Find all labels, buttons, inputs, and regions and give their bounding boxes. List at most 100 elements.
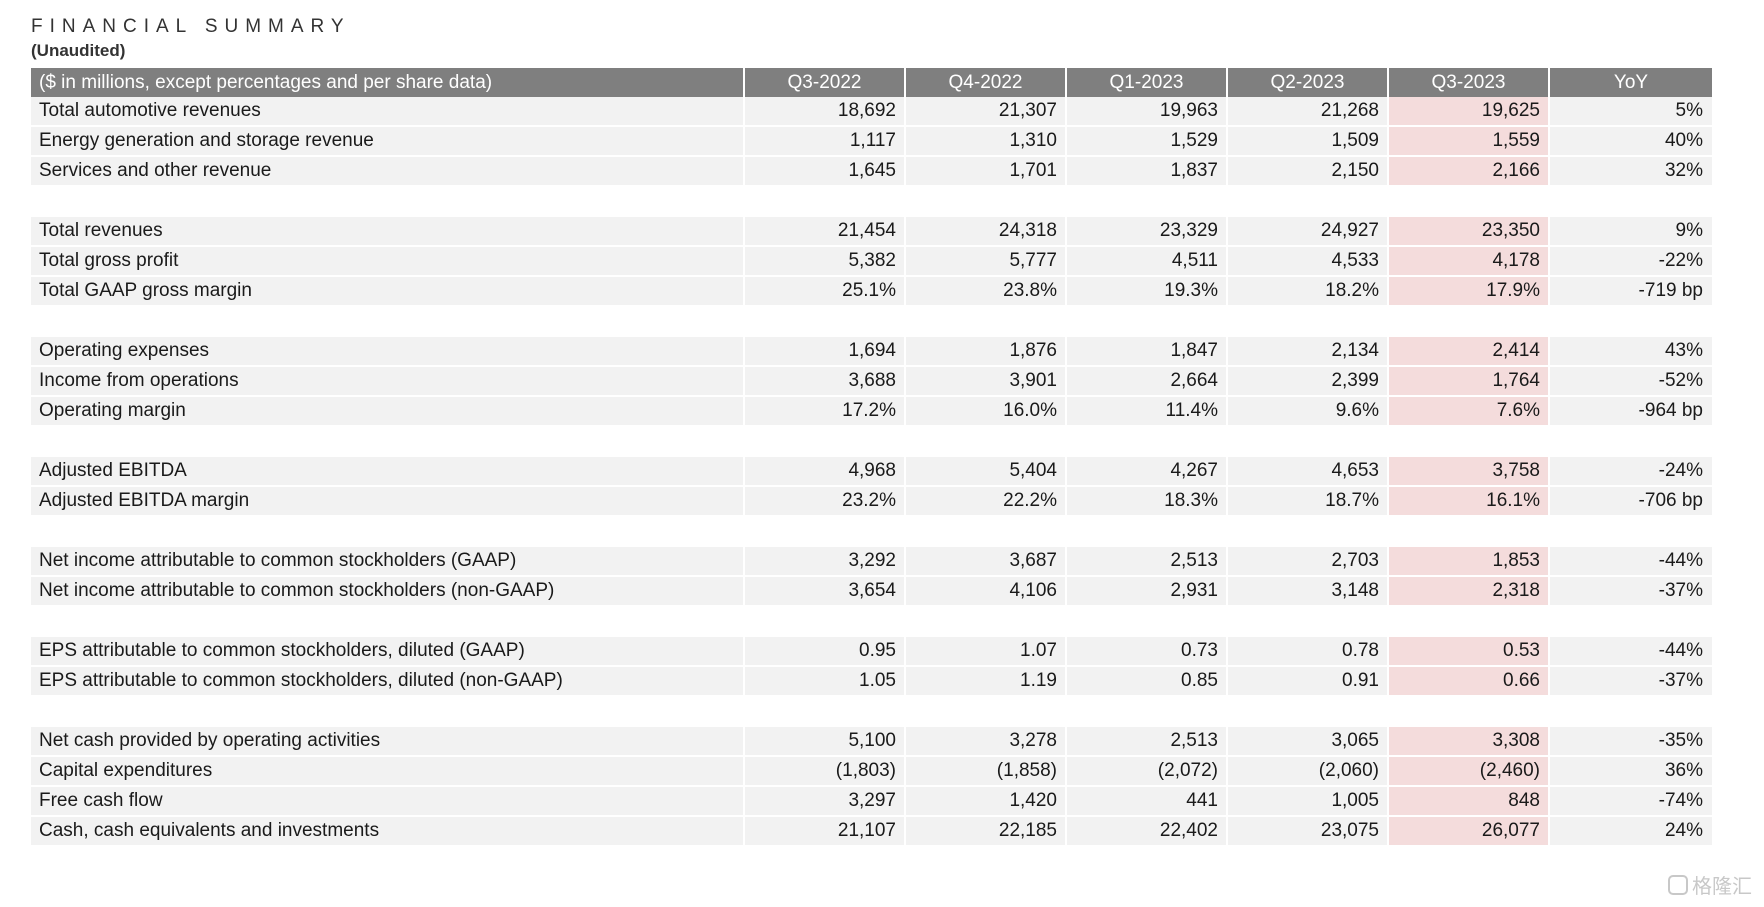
value-cell-current-quarter: 848 [1388, 786, 1550, 817]
value-cell: (1,858) [905, 756, 1067, 787]
value-cell-current-quarter: 2,414 [1388, 337, 1550, 367]
watermark: 格隆汇 [1668, 870, 1752, 899]
value-cell-current-quarter: 3,758 [1388, 457, 1550, 487]
value-cell: 1,420 [905, 786, 1067, 817]
value-cell: 21,107 [744, 816, 906, 847]
row-label: EPS attributable to common stockholders,… [31, 637, 745, 667]
value-cell: (1,803) [744, 756, 906, 787]
table-row: Total GAAP gross margin 25.1% 23.8% 19.3% 18… [31, 276, 1712, 307]
row-label: Total GAAP gross margin [31, 276, 745, 307]
column-header: Q2-2023 [1227, 68, 1389, 97]
table-row: Free cash flow 3,297 1,420 441 1,005 848 -74% [31, 786, 1712, 817]
value-cell-yoy: -719 bp [1549, 276, 1712, 307]
row-label: Cash, cash equivalents and investments [31, 816, 745, 847]
spacer-cell [31, 516, 1712, 547]
value-cell: 3,654 [744, 576, 906, 607]
value-cell: 0.85 [1066, 666, 1228, 697]
value-cell-current-quarter: (2,460) [1388, 756, 1550, 787]
column-header: Q1-2023 [1066, 68, 1228, 97]
value-cell: 3,292 [744, 547, 906, 577]
value-cell-yoy: -37% [1549, 576, 1712, 607]
value-cell-current-quarter: 4,178 [1388, 246, 1550, 277]
value-cell-current-quarter: 19,625 [1388, 97, 1550, 127]
value-cell-current-quarter: 1,853 [1388, 547, 1550, 577]
table-row: Total revenues 21,454 24,318 23,329 24,927 23… [31, 217, 1712, 247]
value-cell: 22,402 [1066, 816, 1228, 847]
value-cell: 1.19 [905, 666, 1067, 697]
table-row: Adjusted EBITDA margin 23.2% 22.2% 18.3% 18.… [31, 486, 1712, 517]
value-cell: 9.6% [1227, 396, 1389, 427]
row-label: Adjusted EBITDA margin [31, 486, 745, 517]
value-cell-current-quarter: 23,350 [1388, 217, 1550, 247]
value-cell: 21,307 [905, 97, 1067, 127]
value-cell: 1,837 [1066, 156, 1228, 187]
row-label: Free cash flow [31, 786, 745, 817]
value-cell: 0.78 [1227, 637, 1389, 667]
value-cell: 4,533 [1227, 246, 1389, 277]
value-cell-yoy: -964 bp [1549, 396, 1712, 427]
value-cell-yoy: -706 bp [1549, 486, 1712, 517]
value-cell: (2,060) [1227, 756, 1389, 787]
value-cell: 2,150 [1227, 156, 1389, 187]
row-label: Operating margin [31, 396, 745, 427]
table-row: Adjusted EBITDA 4,968 5,404 4,267 4,653 3,758… [31, 457, 1712, 487]
value-cell: 3,278 [905, 727, 1067, 757]
value-cell: 1,529 [1066, 126, 1228, 157]
value-cell-current-quarter: 2,318 [1388, 576, 1550, 607]
column-header: Q4-2022 [905, 68, 1067, 97]
table-row: Operating margin 17.2% 16.0% 11.4% 9.6% 7.6% -… [31, 396, 1712, 427]
row-label: Income from operations [31, 366, 745, 397]
value-cell: 1,876 [905, 337, 1067, 367]
value-cell: 24,927 [1227, 217, 1389, 247]
value-cell: 3,148 [1227, 576, 1389, 607]
watermark-text: 格隆汇 [1692, 876, 1752, 898]
value-cell: 4,267 [1066, 457, 1228, 487]
value-cell: 5,382 [744, 246, 906, 277]
value-cell: 1,005 [1227, 786, 1389, 817]
value-cell: 1.07 [905, 637, 1067, 667]
value-cell: 1,694 [744, 337, 906, 367]
row-label: Energy generation and storage revenue [31, 126, 745, 157]
group-spacer [31, 426, 1712, 457]
value-cell-current-quarter: 2,166 [1388, 156, 1550, 187]
spacer-cell [31, 186, 1712, 217]
value-cell: 1,310 [905, 126, 1067, 157]
value-cell: 1,701 [905, 156, 1067, 187]
table-body: Total automotive revenues 18,692 21,307 19,… [31, 97, 1712, 847]
spacer-cell [31, 606, 1712, 637]
value-cell: 18.7% [1227, 486, 1389, 517]
value-cell: 441 [1066, 786, 1228, 817]
table-row: Income from operations 3,688 3,901 2,664 2,3… [31, 366, 1712, 397]
value-cell-yoy: -24% [1549, 457, 1712, 487]
value-cell: 3,065 [1227, 727, 1389, 757]
value-cell: 0.73 [1066, 637, 1228, 667]
value-cell: 22,185 [905, 816, 1067, 847]
value-cell-current-quarter: 1,764 [1388, 366, 1550, 397]
value-cell: 21,454 [744, 217, 906, 247]
value-cell: 2,513 [1066, 547, 1228, 577]
value-cell: 22.2% [905, 486, 1067, 517]
value-cell: 24,318 [905, 217, 1067, 247]
value-cell: 3,687 [905, 547, 1067, 577]
value-cell: 4,106 [905, 576, 1067, 607]
row-label: Adjusted EBITDA [31, 457, 745, 487]
column-header: Q3-2023 [1388, 68, 1550, 97]
value-cell: 23.2% [744, 486, 906, 517]
value-cell: 18.3% [1066, 486, 1228, 517]
row-label: Total automotive revenues [31, 97, 745, 127]
value-cell-yoy: 24% [1549, 816, 1712, 847]
value-cell: 5,404 [905, 457, 1067, 487]
value-cell: 3,901 [905, 366, 1067, 397]
value-cell: 2,134 [1227, 337, 1389, 367]
value-cell: 3,297 [744, 786, 906, 817]
value-cell: 4,653 [1227, 457, 1389, 487]
value-cell: 4,968 [744, 457, 906, 487]
table-row: Cash, cash equivalents and investments 21… [31, 816, 1712, 847]
column-header: YoY [1549, 68, 1712, 97]
column-header-description: ($ in millions, except percentages and p… [31, 68, 745, 97]
value-cell: 5,777 [905, 246, 1067, 277]
table-row: Net income attributable to common stockh… [31, 547, 1712, 577]
value-cell-yoy: 43% [1549, 337, 1712, 367]
group-spacer [31, 606, 1712, 637]
table-row: EPS attributable to common stockholders,… [31, 666, 1712, 697]
